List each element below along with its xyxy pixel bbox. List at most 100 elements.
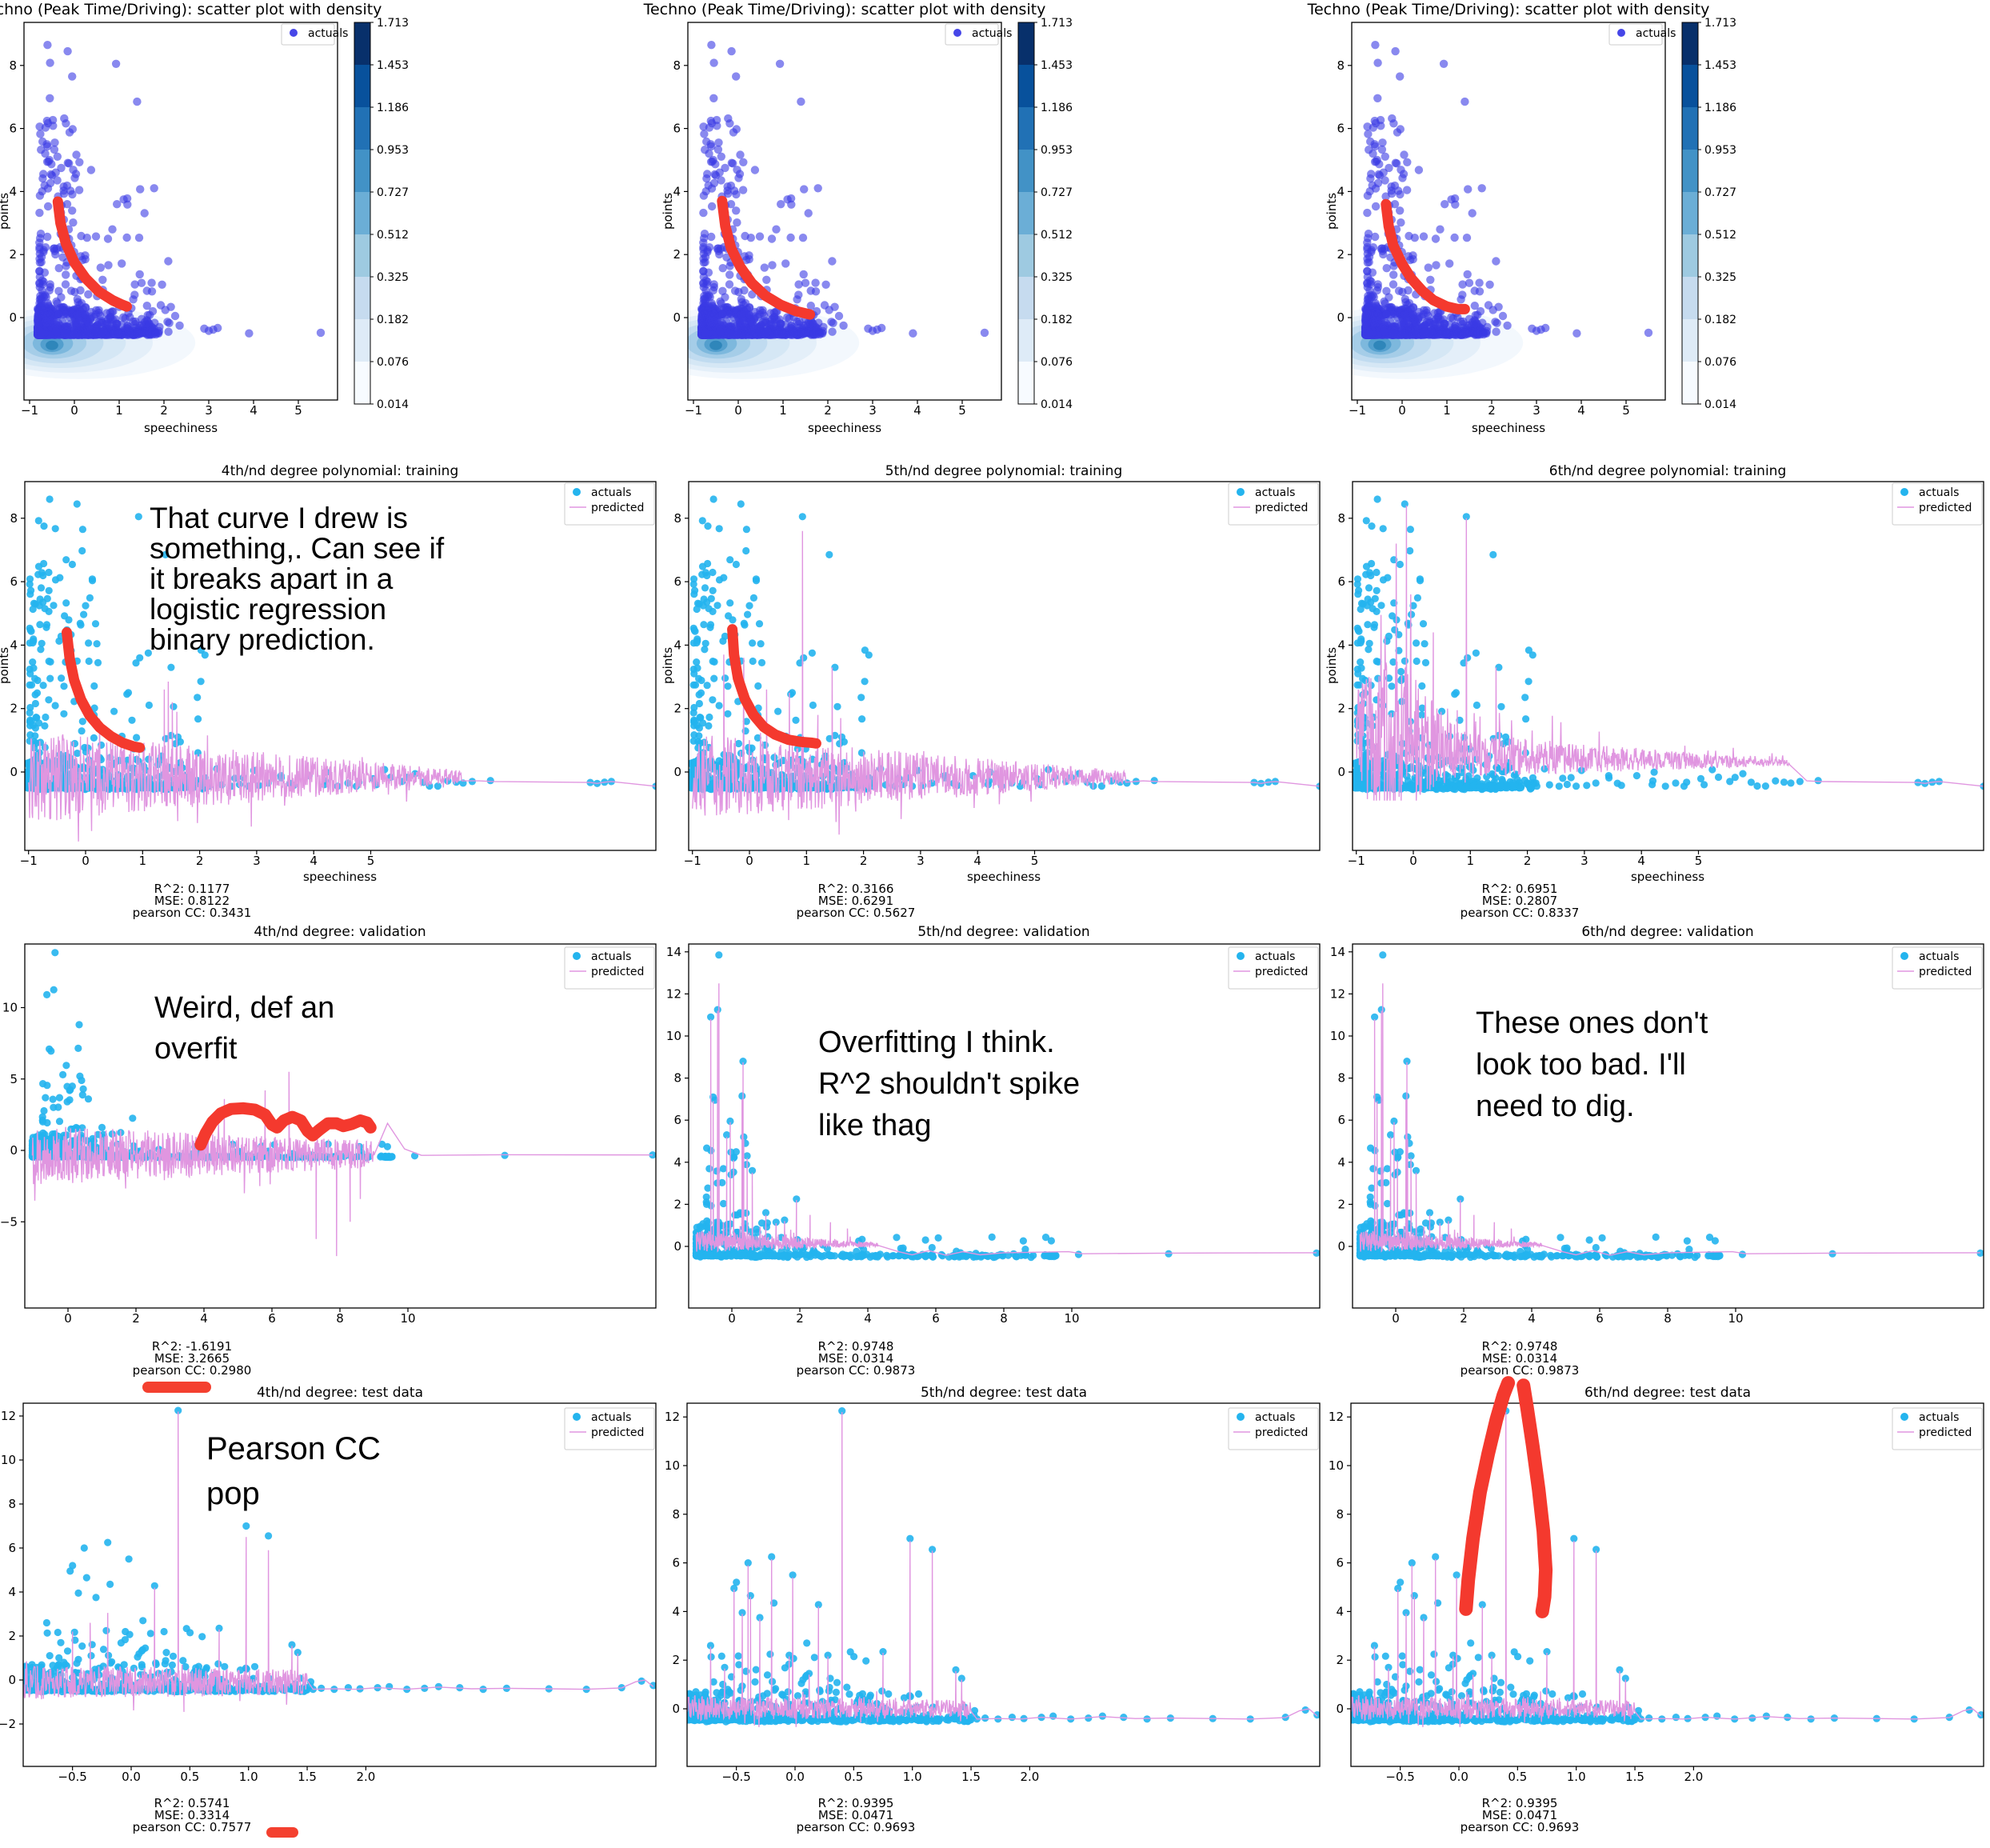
- x-tick-label: 4: [864, 1311, 872, 1326]
- x-tick-label: 3: [205, 403, 213, 418]
- stats-line: R^2: 0.9395: [1482, 1796, 1558, 1810]
- legend-label: actuals: [591, 1411, 631, 1424]
- stats-line: pearson CC: 0.9693: [1461, 1820, 1580, 1834]
- chart-title: Techno (Peak Time/Driving): scatter plot…: [643, 1, 1046, 18]
- x-tick-label: 0.0: [785, 1770, 805, 1784]
- red-annotation-text: Overfitting I think.: [818, 1026, 1055, 1059]
- x-tick-label: 5: [958, 403, 966, 418]
- chart-test-6: −0.5 0.0 0.5 1.0 1.5 2.0 0 2 4 6 8 10 12 6th/nd degre…: [1328, 1376, 1990, 1848]
- y-tick-label: 6: [1337, 122, 1345, 136]
- chart-train-5: −1 0 1 2 3 4 5 0 2 4 6 8 5th/nd degree polynomial: t…: [661, 463, 1328, 928]
- legend-marker-dot: [573, 488, 581, 496]
- red-marker-stroke: [52, 196, 132, 312]
- x-tick-label: 0: [1392, 1311, 1400, 1326]
- red-annotation-text: That curve I drew is: [150, 502, 408, 534]
- x-tick-label: 0.0: [122, 1770, 141, 1784]
- y-tick-label: 2: [672, 1653, 680, 1667]
- legend-label: predicted: [591, 966, 644, 978]
- colorbar-tick-label: 0.325: [1704, 271, 1736, 284]
- chart-title: 4th/nd degree: test data: [257, 1385, 423, 1401]
- colorbar-tick-label: 0.014: [377, 398, 409, 411]
- legend-label: predicted: [1919, 1426, 1972, 1439]
- x-tick-label: 0: [1398, 403, 1406, 418]
- x-tick-label: 0: [745, 854, 753, 868]
- legend: actuals predicted: [1892, 1407, 1983, 1450]
- x-tick-label: 4: [973, 854, 981, 868]
- y-tick-label: 0: [10, 1143, 18, 1158]
- y-tick-label: 0: [673, 1239, 681, 1254]
- y-tick-label: 4: [1337, 184, 1345, 198]
- y-tick-label: 2: [10, 702, 18, 716]
- colorbar-tick-label: 0.076: [377, 356, 409, 369]
- colorbar-tick-label: 1.713: [1704, 17, 1736, 30]
- x-tick-label: 1.5: [1625, 1770, 1644, 1784]
- predicted-line: [687, 1412, 1318, 1727]
- colorbar-tick-label: 1.186: [377, 102, 409, 114]
- legend-label: actuals: [1255, 1411, 1295, 1424]
- y-tick-label: 2: [673, 1197, 681, 1211]
- stats-line: R^2: 0.9748: [1482, 1339, 1558, 1354]
- y-tick-label: −5: [0, 1214, 18, 1229]
- chart-title: 5th/nd degree: test data: [921, 1385, 1087, 1401]
- x-axis-label: speechiness: [144, 421, 218, 435]
- chart-title: 5th/nd degree: validation: [917, 924, 1089, 940]
- y-axis-label: points: [0, 647, 11, 684]
- red-marker-stroke: [1516, 1378, 1553, 1618]
- legend-marker-dot: [1900, 1413, 1908, 1421]
- legend-marker-dot: [1237, 488, 1245, 496]
- y-tick-label: 10: [665, 1458, 680, 1473]
- plot-frame: [1351, 22, 1666, 401]
- chart-density-1: −1 0 1 2 3 4 5 0 2 4 6 8 Techno (Peak Time/Driving):…: [0, 0, 664, 464]
- chart-title: 4th/nd degree: validation: [254, 924, 426, 940]
- y-tick-label: 0: [673, 765, 681, 779]
- x-tick-label: −1: [1349, 403, 1366, 418]
- plot-frame: [1350, 1402, 1984, 1767]
- x-tick-label: 0: [64, 1311, 72, 1326]
- plot-frame: [1352, 481, 1984, 851]
- stats-line: pearson CC: 0.3431: [133, 906, 252, 920]
- x-tick-label: 2: [160, 403, 168, 418]
- colorbar-tick-label: 0.076: [1704, 356, 1736, 369]
- stats-line: pearson CC: 0.7577: [133, 1820, 252, 1834]
- x-tick-label: 1: [803, 854, 811, 868]
- scatter-points: [1361, 41, 1653, 339]
- x-tick-label: 3: [1580, 854, 1588, 868]
- x-axis-label: speechiness: [808, 421, 881, 435]
- x-tick-label: 10: [1728, 1311, 1743, 1326]
- legend-label: predicted: [591, 502, 644, 514]
- y-tick-label: 0: [1337, 765, 1345, 779]
- x-tick-label: 0.5: [1508, 1770, 1527, 1784]
- y-tick-label: 2: [1337, 247, 1345, 262]
- y-tick-label: 12: [1330, 986, 1345, 1001]
- legend-label: actuals: [1919, 1411, 1959, 1424]
- x-tick-label: 10: [400, 1311, 415, 1326]
- x-tick-label: −0.5: [1385, 1770, 1414, 1784]
- y-tick-label: 8: [10, 511, 18, 526]
- chart-title: Techno (Peak Time/Driving): scatter plot…: [1307, 1, 1710, 18]
- x-tick-label: −1: [684, 854, 701, 868]
- y-tick-label: 4: [10, 638, 18, 652]
- y-tick-label: 4: [1337, 638, 1345, 652]
- x-axis-label: speechiness: [967, 870, 1041, 884]
- x-tick-label: 2: [796, 1311, 804, 1326]
- y-axis-label: points: [1325, 647, 1339, 684]
- x-tick-label: 2: [1460, 1311, 1468, 1326]
- legend-marker-dot: [573, 952, 581, 960]
- x-tick-label: 0.5: [844, 1770, 863, 1784]
- stats-line: pearson CC: 0.9873: [1461, 1363, 1580, 1378]
- y-tick-label: 4: [9, 184, 17, 198]
- x-tick-label: 1: [1443, 403, 1451, 418]
- x-tick-label: 1: [115, 403, 123, 418]
- y-tick-label: 6: [673, 122, 681, 136]
- chart-title: Techno (Peak Time/Driving): scatter plot…: [0, 1, 382, 18]
- plot-frame: [687, 22, 1002, 401]
- red-annotation-text: need to dig.: [1476, 1090, 1635, 1123]
- red-marker-bar: [142, 1382, 211, 1393]
- legend-marker-dot: [573, 1413, 581, 1421]
- legend: actuals: [1608, 23, 1676, 46]
- y-tick-label: 14: [666, 945, 681, 959]
- colorbar-tick-label: 0.182: [1704, 314, 1736, 326]
- stats-line: R^2: 0.1177: [154, 882, 230, 896]
- y-axis-label: points: [1325, 193, 1339, 230]
